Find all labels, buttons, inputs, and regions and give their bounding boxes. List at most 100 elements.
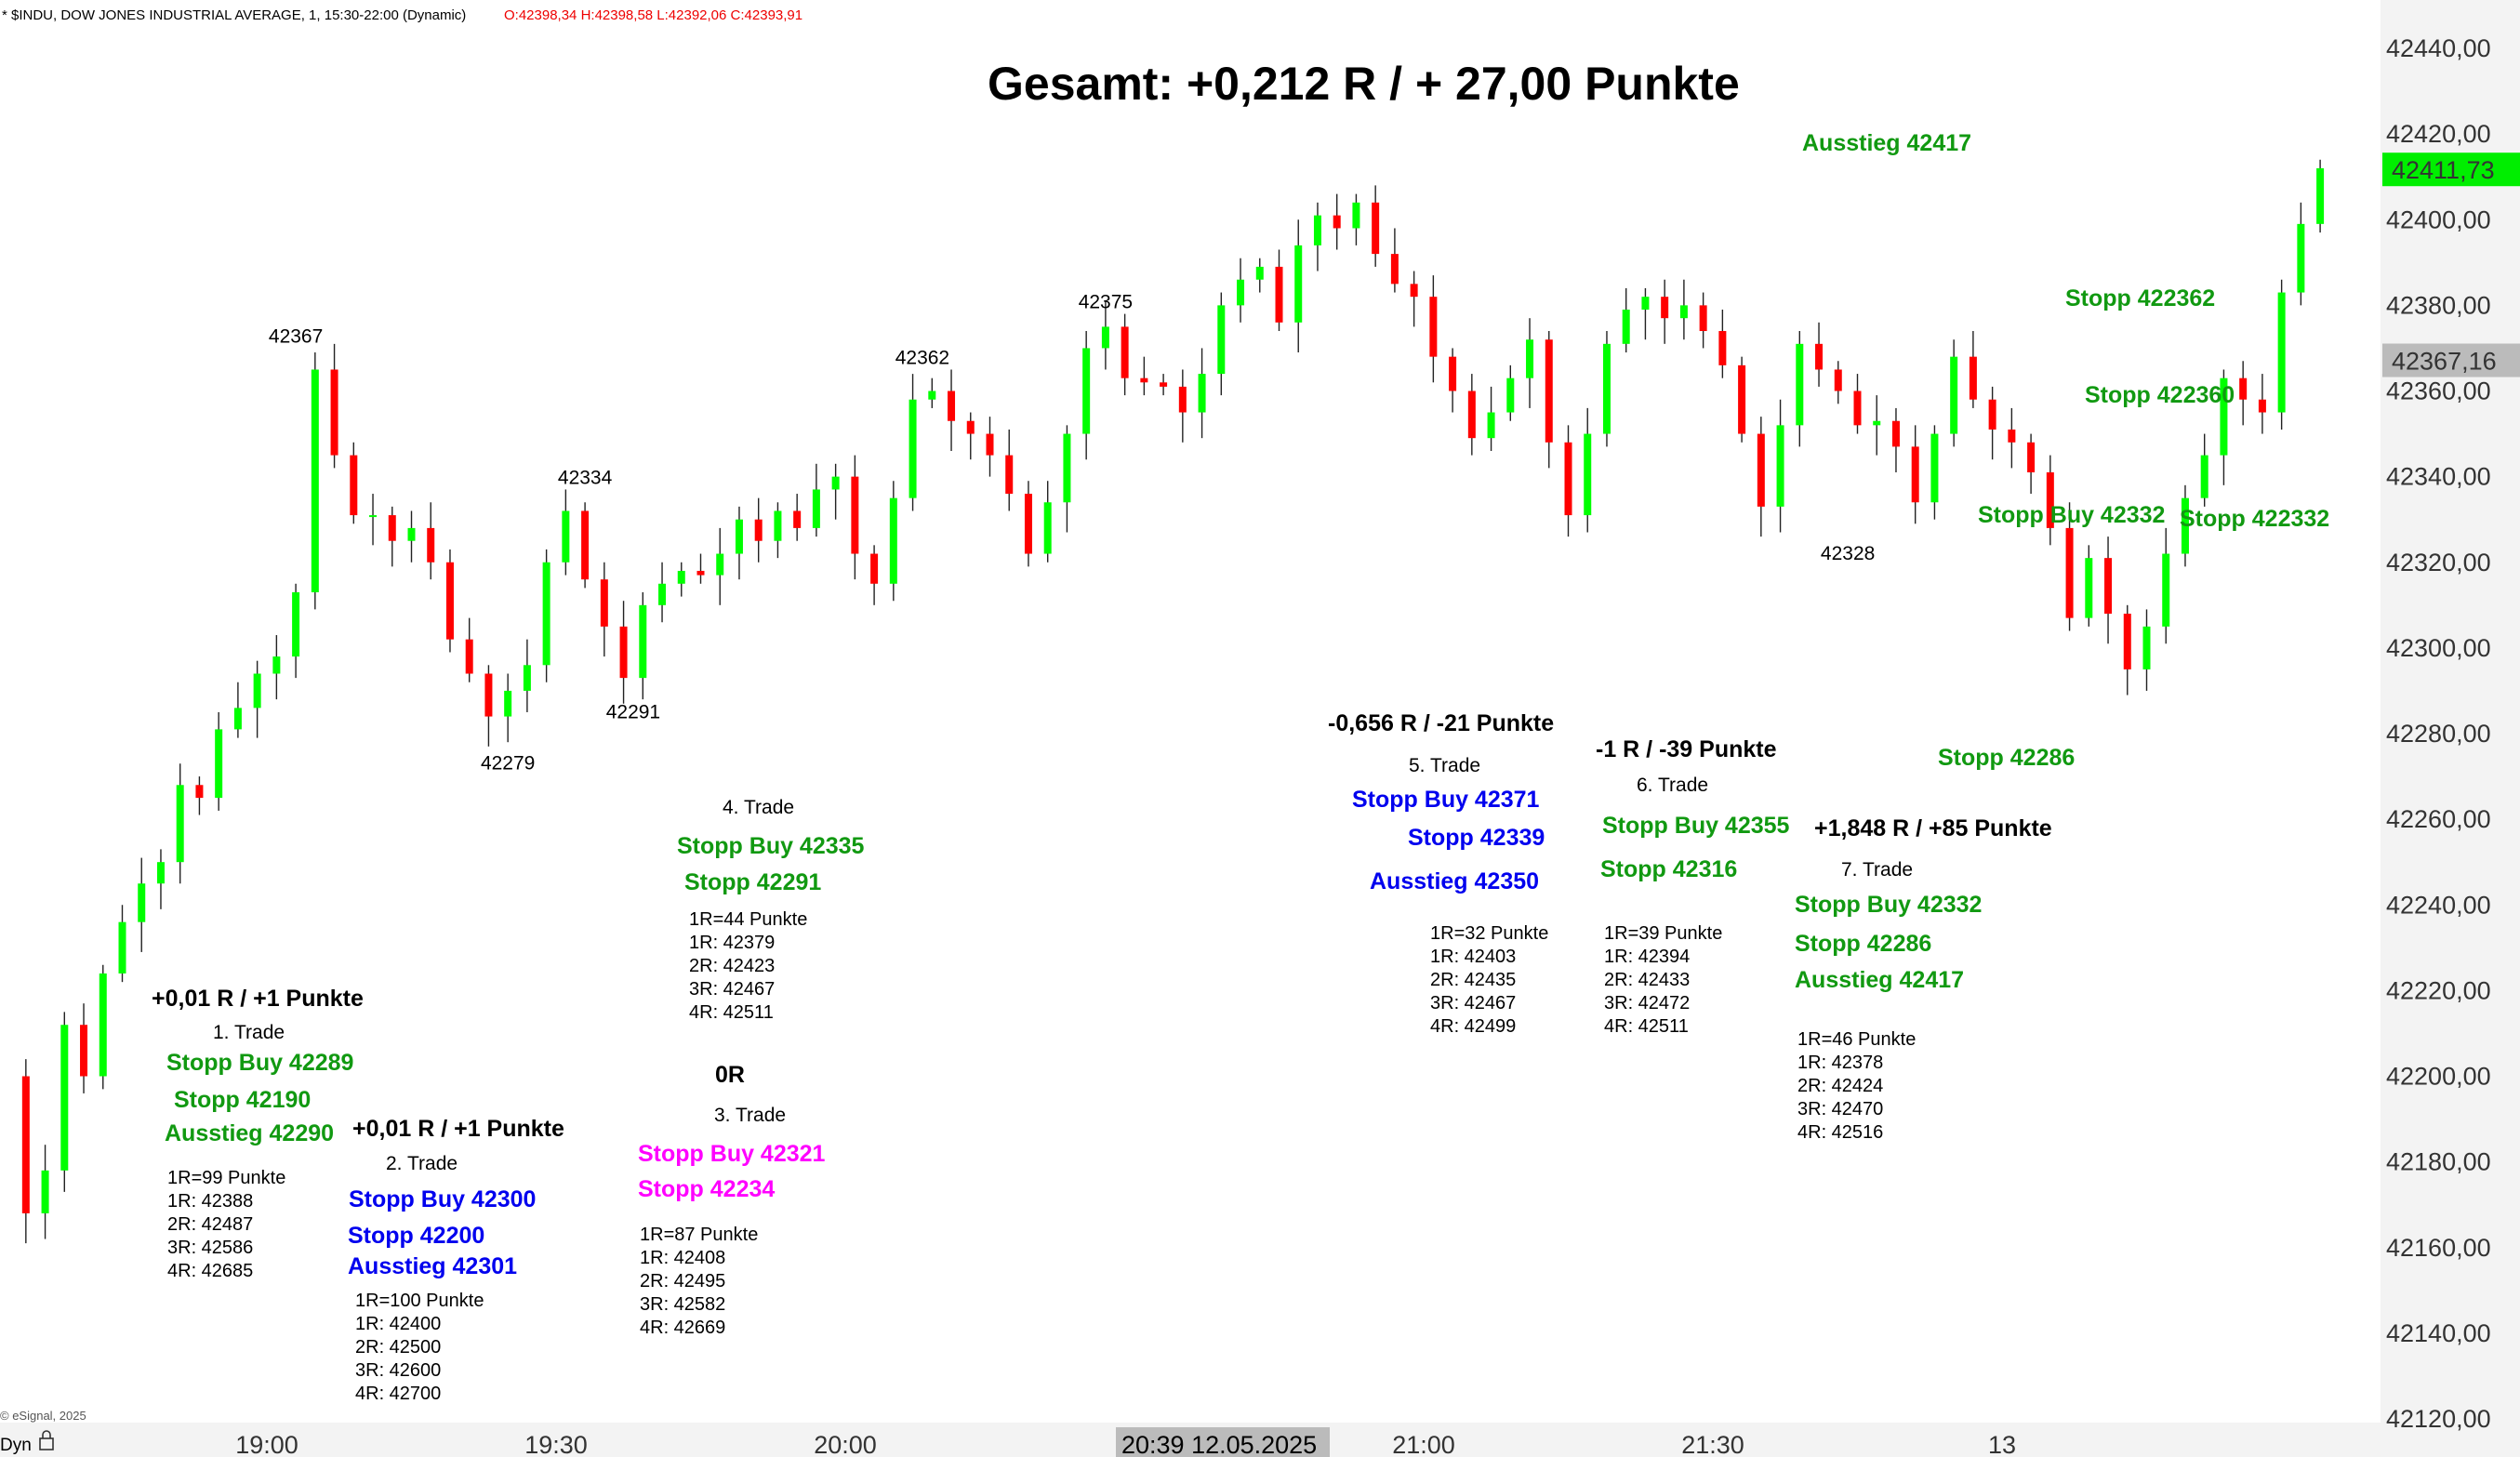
- candle-body: [716, 553, 724, 576]
- candle-body: [735, 519, 743, 554]
- candle-body: [1372, 202, 1380, 255]
- right-stopp-d-label: Stopp 42286: [1938, 745, 2075, 771]
- candle-body: [1873, 420, 1881, 426]
- plot-area[interactable]: [0, 0, 2381, 1423]
- trade6-r2: 2R: 42433: [1604, 970, 1690, 990]
- trade1-name: 1. Trade: [213, 1022, 285, 1043]
- candle-body: [793, 510, 802, 528]
- x-tick-label: 13: [1988, 1431, 2016, 1457]
- trade5-r4: 4R: 42499: [1430, 1016, 1516, 1037]
- candle-body: [2123, 614, 2131, 669]
- trade1-stop-buy: Stopp Buy 42289: [166, 1050, 353, 1076]
- trade2-r: 1R=100 Punkte: [355, 1291, 484, 1311]
- y-tick-label: 42120,00: [2386, 1405, 2491, 1433]
- candle-body: [1930, 433, 1939, 503]
- trade3-result: 0R: [715, 1062, 745, 1088]
- trade5-exit: Ausstieg 42350: [1370, 868, 1539, 894]
- candle-body: [215, 729, 223, 799]
- candle-body: [1333, 215, 1341, 229]
- trade3-r: 1R=87 Punkte: [640, 1225, 758, 1245]
- candle-body: [80, 1025, 88, 1077]
- candle-body: [1082, 348, 1091, 434]
- y-tick-label: 42160,00: [2386, 1234, 2491, 1262]
- candle-body: [1294, 245, 1303, 323]
- candle-body: [138, 883, 146, 922]
- y-tick-label: 42400,00: [2386, 205, 2491, 233]
- trade7-stop-buy: Stopp Buy 42332: [1795, 892, 1982, 918]
- candle-body: [427, 527, 435, 563]
- trade1-result: +0,01 R / +1 Punkte: [152, 986, 364, 1012]
- trade7-exit: Ausstieg 42417: [1795, 967, 1964, 993]
- candle-body: [889, 497, 897, 584]
- candle-body: [851, 476, 859, 554]
- y-tick-label: 42200,00: [2386, 1063, 2491, 1091]
- candle-body: [2104, 558, 2113, 615]
- trade5-r: 1R=32 Punkte: [1430, 923, 1548, 944]
- candle-body: [523, 665, 531, 691]
- crosshair-time-label: 20:39 12.05.2025: [1121, 1431, 1317, 1457]
- trade2-result: +0,01 R / +1 Punkte: [352, 1116, 564, 1142]
- candle-body: [639, 604, 647, 679]
- candle-body: [2200, 455, 2208, 498]
- candle-body: [542, 562, 550, 666]
- trade2-exit: Ausstieg 42301: [348, 1253, 517, 1279]
- trade7-name: 7. Trade: [1841, 859, 1913, 881]
- candle-body: [1140, 377, 1148, 383]
- candle-body: [1622, 309, 1630, 344]
- candles: [21, 159, 2325, 1244]
- chart-symbol-header: * $INDU, DOW JONES INDUSTRIAL AVERAGE, 1…: [2, 7, 466, 23]
- time-axis: 19:00 19:30 20:00 21:00 21:30 13: [235, 1431, 2016, 1457]
- y-tick-label: 42380,00: [2386, 291, 2491, 319]
- trade4-stop: Stopp 42291: [684, 869, 821, 895]
- candle-body: [41, 1170, 49, 1213]
- trade4-r4: 4R: 42511: [689, 1002, 774, 1023]
- y-tick-label: 42280,00: [2386, 720, 2491, 748]
- trade1-r2: 2R: 42487: [167, 1214, 253, 1235]
- candle-body: [677, 570, 685, 584]
- candle-body: [1738, 364, 1746, 434]
- y-tick-label: 42440,00: [2386, 34, 2491, 62]
- x-tick-label: 19:30: [524, 1431, 588, 1457]
- candle-body: [1911, 446, 1919, 503]
- candle-body: [156, 862, 165, 884]
- candle-body: [1198, 374, 1206, 413]
- trade2-r3: 3R: 42600: [355, 1360, 441, 1381]
- trade2-r4: 4R: 42700: [355, 1384, 441, 1404]
- candle-body: [1449, 356, 1457, 391]
- candle-body: [2181, 497, 2189, 554]
- price-axis-panel[interactable]: [2381, 0, 2520, 1457]
- swing-price-label: 42291: [606, 701, 660, 722]
- trade3-stop-buy: Stopp Buy 42321: [638, 1141, 826, 1167]
- trade1-r1: 1R: 42388: [167, 1191, 253, 1212]
- lock-icon[interactable]: [39, 1430, 54, 1450]
- candle-body: [1545, 339, 1553, 443]
- y-tick-label: 42420,00: [2386, 120, 2491, 148]
- candle-body: [1776, 425, 1784, 507]
- candle-body: [1718, 331, 1727, 365]
- candle-body: [1024, 494, 1032, 554]
- candle-body: [1275, 266, 1283, 323]
- candle-body: [1661, 297, 1669, 319]
- trade2-r1: 1R: 42400: [355, 1314, 441, 1334]
- candle-body: [99, 973, 107, 1077]
- trade5-stop: Stopp 42339: [1408, 825, 1545, 851]
- dyn-label[interactable]: Dyn: [0, 1436, 32, 1455]
- candle-body: [1834, 369, 1842, 391]
- trade6-stop: Stopp 42316: [1600, 856, 1737, 882]
- trade3-name: 3. Trade: [714, 1105, 786, 1126]
- trade2-stop-buy: Stopp Buy 42300: [349, 1186, 536, 1212]
- trade7-r: 1R=46 Punkte: [1797, 1029, 1916, 1050]
- candle-body: [2258, 399, 2266, 413]
- candle-body: [2027, 442, 2036, 473]
- price-marker-label: 42411,73: [2392, 156, 2495, 184]
- candle-body: [562, 510, 570, 563]
- candle-body: [253, 673, 261, 709]
- candle-body: [1506, 377, 1515, 413]
- candle-body: [2162, 553, 2170, 627]
- candle-body: [2085, 558, 2093, 618]
- trade1-stop: Stopp 42190: [174, 1087, 311, 1113]
- trade5-r3: 3R: 42467: [1430, 993, 1516, 1013]
- trade3-r2: 2R: 42495: [640, 1271, 725, 1291]
- candle-body: [1815, 343, 1824, 370]
